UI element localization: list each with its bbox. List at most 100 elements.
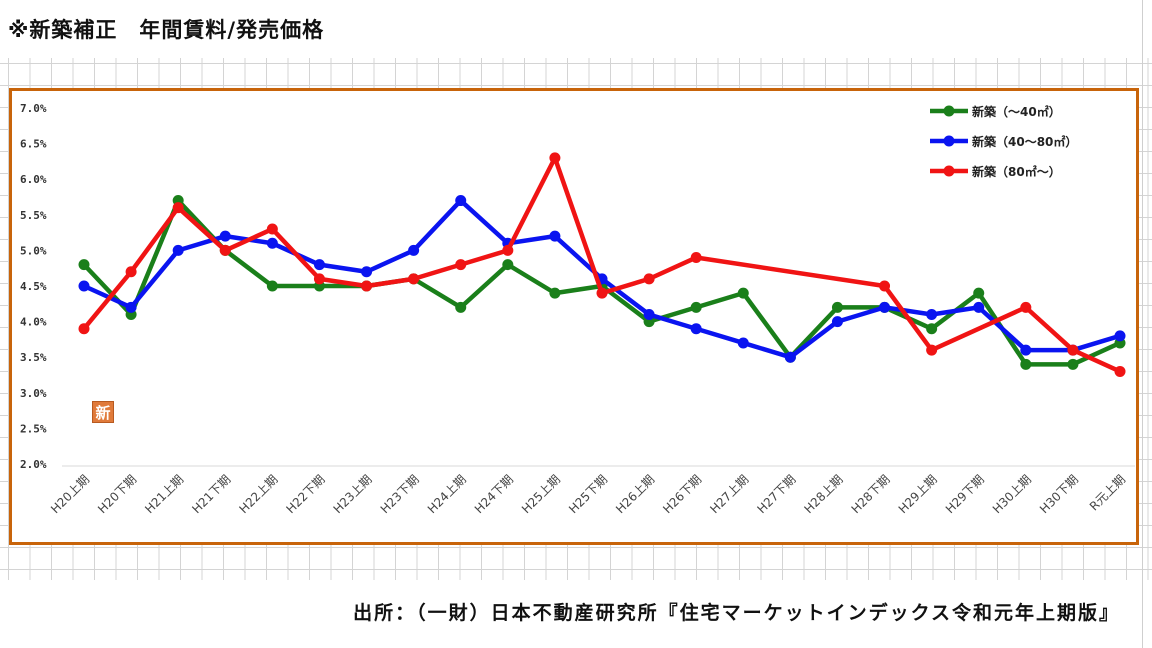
data-point — [408, 273, 420, 285]
y-tick-label: 6.0% — [20, 173, 47, 186]
x-tick-label: H24下期 — [472, 472, 516, 516]
data-point — [549, 230, 561, 242]
data-point — [926, 308, 938, 320]
x-tick-label: H28上期 — [802, 472, 846, 516]
data-point — [784, 351, 796, 363]
data-point — [502, 259, 514, 271]
data-point — [125, 301, 137, 313]
x-tick-label: H21下期 — [189, 472, 233, 516]
data-point — [1020, 301, 1032, 313]
data-point — [879, 280, 891, 292]
data-point — [831, 301, 843, 313]
data-point — [1114, 365, 1126, 377]
data-point — [266, 223, 278, 235]
data-point — [831, 316, 843, 328]
x-tick-label: H30上期 — [990, 472, 1034, 516]
data-point — [549, 287, 561, 299]
x-tick-label: H25上期 — [519, 472, 563, 516]
x-tick-label: H28下期 — [849, 472, 893, 516]
x-tick-label: H22上期 — [236, 472, 280, 516]
data-point — [78, 259, 90, 271]
new-badge-icon: 新 — [92, 401, 114, 423]
sheet-right-border — [1142, 0, 1143, 648]
x-tick-label: H20上期 — [48, 472, 92, 516]
y-tick-label: 5.0% — [20, 244, 47, 257]
x-tick-label: H29上期 — [896, 472, 940, 516]
x-tick-label: H25下期 — [566, 472, 610, 516]
data-point — [973, 287, 985, 299]
data-point — [125, 266, 137, 278]
data-point — [455, 259, 467, 271]
y-tick-label: 7.0% — [20, 102, 47, 115]
legend-swatch-marker — [943, 105, 955, 117]
data-point — [879, 301, 891, 313]
data-point — [1067, 344, 1079, 356]
source-citation: 出所：（一財）日本不動産研究所『住宅マーケットインデックス令和元年上期版』 — [353, 602, 1120, 624]
y-tick-label: 6.5% — [20, 138, 47, 151]
data-point — [219, 244, 231, 256]
data-point — [361, 280, 373, 292]
footer-area — [0, 580, 1152, 648]
legend-swatch-marker — [943, 165, 955, 177]
y-tick-label: 5.5% — [20, 209, 47, 222]
x-tick-label: H26上期 — [613, 472, 657, 516]
data-point — [266, 280, 278, 292]
data-point — [78, 280, 90, 292]
data-point — [643, 273, 655, 285]
data-point — [172, 244, 184, 256]
x-tick-label: H23上期 — [331, 472, 375, 516]
y-tick-label: 3.5% — [20, 351, 47, 364]
series-line-2 — [82, 155, 1121, 374]
data-point — [690, 252, 702, 264]
data-point — [78, 323, 90, 335]
data-point — [1020, 358, 1032, 370]
y-tick-label: 2.0% — [20, 458, 47, 471]
chart-frame: 7.0% 6.5% 6.0% 5.5% 5.0% 4.5% 4.0% 3.5% 3.0% 2.5%… — [9, 88, 1139, 545]
title-area — [0, 0, 1152, 58]
x-tick-label: H27下期 — [754, 472, 798, 516]
data-point — [172, 202, 184, 214]
x-tick-label: H21上期 — [142, 472, 186, 516]
legend-label: 新築（～40㎡） — [972, 104, 1061, 119]
legend-label: 新築（40～80㎡） — [972, 134, 1077, 149]
data-point — [266, 237, 278, 249]
x-tick-label: H22下期 — [284, 472, 328, 516]
x-tick-label: H26下期 — [660, 472, 704, 516]
data-point — [926, 323, 938, 335]
data-point — [455, 301, 467, 313]
line-chart: 7.0% 6.5% 6.0% 5.5% 5.0% 4.5% 4.0% 3.5% 3.0% 2.5%… — [20, 102, 1135, 516]
x-tick-label: R元上期 — [1087, 472, 1128, 513]
x-tick-label: H20下期 — [95, 472, 139, 516]
legend-label: 新築（80㎡～） — [972, 164, 1061, 179]
data-point — [690, 323, 702, 335]
data-point — [455, 195, 467, 207]
x-tick-label: H30下期 — [1037, 472, 1081, 516]
data-point — [737, 287, 749, 299]
data-point — [926, 344, 938, 356]
legend-swatch-marker — [943, 135, 955, 147]
data-point — [973, 301, 985, 313]
data-point — [313, 273, 325, 285]
x-tick-label: H24上期 — [425, 472, 469, 516]
data-point — [737, 337, 749, 349]
x-tick-label: H23下期 — [378, 472, 422, 516]
data-point — [1114, 330, 1126, 342]
data-point — [408, 244, 420, 256]
data-point — [1067, 358, 1079, 370]
data-point — [549, 152, 561, 164]
y-tick-label: 4.5% — [20, 280, 47, 293]
y-tick-label: 3.0% — [20, 387, 47, 400]
data-point — [502, 244, 514, 256]
x-tick-label: H29下期 — [943, 472, 987, 516]
data-point — [313, 259, 325, 271]
data-point — [643, 308, 655, 320]
data-point — [690, 301, 702, 313]
x-tick-label: H27上期 — [707, 472, 751, 516]
data-point — [361, 266, 373, 278]
data-point — [1020, 344, 1032, 356]
data-point — [596, 287, 608, 299]
page-title: ※新築補正 年間賃料/発売価格 — [8, 18, 325, 42]
y-tick-label: 4.0% — [20, 316, 47, 329]
y-tick-label: 2.5% — [20, 422, 47, 435]
data-point — [219, 230, 231, 242]
